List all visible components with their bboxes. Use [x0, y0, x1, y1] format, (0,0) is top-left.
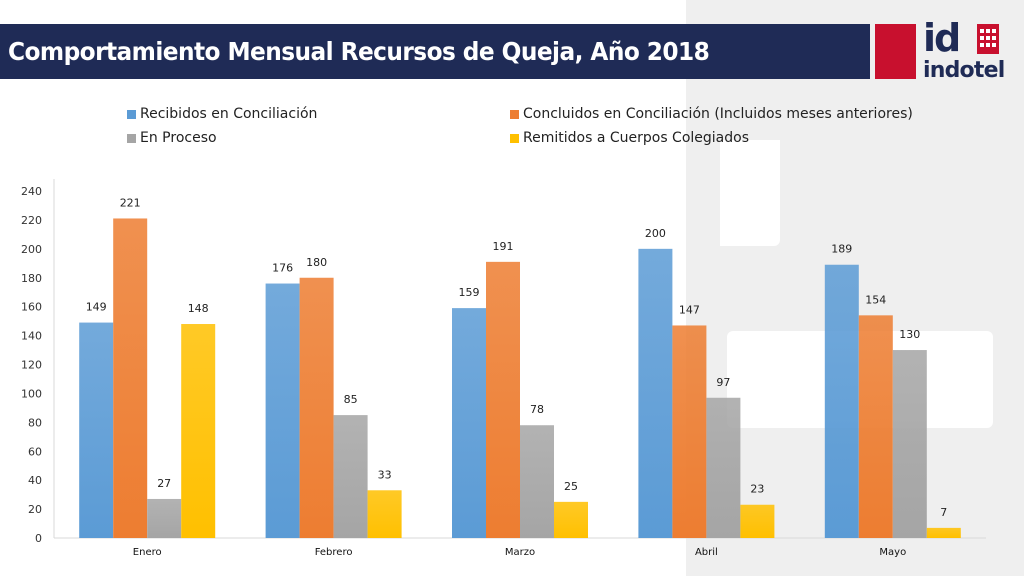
bar	[554, 501, 588, 538]
data-label: 159	[459, 286, 480, 299]
data-label: 23	[750, 483, 764, 496]
data-label: 149	[86, 301, 107, 314]
legend-swatch	[510, 109, 519, 119]
chart-legend: Recibidos en Conciliación Concluidos en …	[0, 0, 1024, 160]
title-bar: Comportamiento Mensual Recursos de Queja…	[0, 24, 870, 79]
data-label: 85	[344, 393, 358, 406]
bar	[672, 325, 707, 538]
legend-label: Concluidos en Conciliación (Incluidos me…	[523, 106, 913, 122]
x-tick-label: Abril	[695, 547, 718, 558]
legend-item: Remitidos a Cuerpos Colegiados	[510, 130, 749, 146]
logo-wordmark: indotel	[923, 58, 1005, 83]
logo-mark: id	[923, 16, 961, 60]
bar	[486, 261, 520, 538]
y-tick-label: 0	[35, 532, 42, 545]
bar	[858, 315, 893, 538]
data-label: 200	[645, 227, 666, 240]
legend-item: En Proceso	[127, 130, 217, 146]
data-label: 147	[679, 303, 700, 316]
bar	[706, 397, 741, 538]
legend-label: En Proceso	[140, 130, 217, 146]
bar	[824, 264, 859, 538]
logo-red-block	[875, 24, 916, 79]
data-label: 191	[493, 240, 514, 253]
y-tick-label: 40	[28, 474, 42, 487]
y-tick-label: 180	[21, 272, 42, 285]
x-tick-label: Enero	[133, 547, 162, 558]
y-tick-label: 60	[28, 445, 42, 458]
indotel-logo: id indotel	[922, 16, 1022, 84]
data-label: 25	[564, 480, 578, 493]
data-label: 148	[188, 302, 209, 315]
legend-item: Recibidos en Conciliación	[127, 106, 317, 122]
data-label: 27	[157, 477, 171, 490]
bar	[452, 308, 486, 538]
bar	[181, 324, 216, 538]
data-label: 189	[831, 243, 852, 256]
data-label: 130	[899, 328, 920, 341]
y-tick-label: 220	[21, 214, 42, 227]
y-tick-label: 20	[28, 503, 42, 516]
bar	[79, 322, 114, 538]
bar	[520, 425, 554, 538]
logo-grid-icon	[977, 24, 999, 54]
data-label: 180	[306, 256, 327, 269]
data-label: 33	[378, 468, 392, 481]
bar	[740, 504, 775, 538]
bar	[113, 218, 148, 539]
bar	[367, 490, 402, 538]
legend-swatch	[510, 133, 519, 143]
y-tick-label: 240	[21, 185, 42, 198]
y-tick-label: 80	[28, 416, 42, 429]
data-label: 97	[716, 376, 730, 389]
x-tick-label: Febrero	[315, 547, 353, 558]
page-title: Comportamiento Mensual Recursos de Queja…	[8, 37, 710, 66]
bar	[265, 283, 300, 538]
data-label: 154	[865, 293, 886, 306]
background-white-panel	[720, 140, 780, 246]
bar	[638, 248, 673, 539]
data-label: 78	[530, 403, 544, 416]
y-tick-label: 160	[21, 301, 42, 314]
legend-item: Concluidos en Conciliación (Incluidos me…	[510, 106, 913, 122]
bar	[333, 415, 368, 538]
legend-swatch	[127, 133, 136, 143]
data-label: 176	[272, 262, 293, 275]
bar	[926, 527, 961, 538]
data-label: 7	[940, 506, 947, 519]
bar	[147, 498, 182, 538]
bar	[299, 277, 334, 538]
y-tick-label: 100	[21, 387, 42, 400]
legend-label: Remitidos a Cuerpos Colegiados	[523, 130, 750, 146]
x-tick-label: Marzo	[505, 547, 535, 558]
y-tick-label: 200	[21, 243, 42, 256]
x-tick-label: Mayo	[879, 547, 906, 558]
y-tick-label: 120	[21, 359, 42, 372]
y-tick-label: 140	[21, 330, 42, 343]
legend-label: Recibidos en Conciliación	[140, 106, 318, 122]
data-label: 221	[120, 196, 141, 209]
bar	[892, 350, 927, 538]
legend-swatch	[127, 109, 136, 119]
